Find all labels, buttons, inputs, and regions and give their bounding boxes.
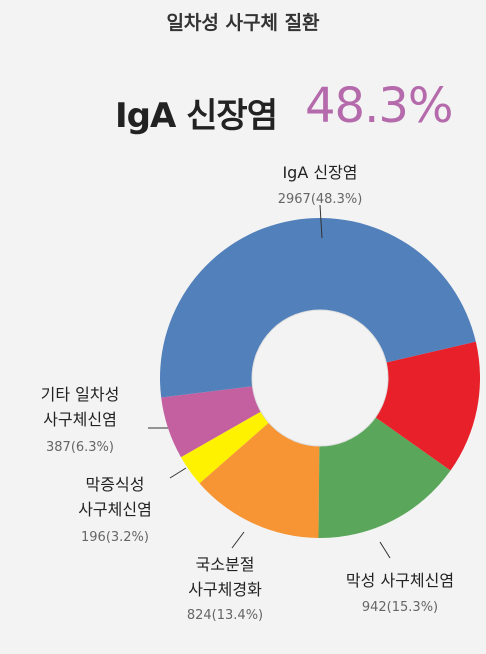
value-label: 387(6.3%) xyxy=(46,440,114,455)
leader-line xyxy=(379,541,391,559)
category-label: 막성 사구체신염 xyxy=(345,571,455,590)
donut-segment xyxy=(199,422,320,538)
leader-line xyxy=(169,467,187,479)
value-label: 2967(48.3%) xyxy=(277,192,363,207)
value-label: 824(13.4%) xyxy=(186,608,264,623)
category-label: 기타 일차성 사구체신염 xyxy=(40,385,120,429)
value-label: 196(3.2%) xyxy=(81,530,149,545)
donut-hole xyxy=(251,309,389,447)
donut-segment xyxy=(318,417,451,538)
chart-title: 일차성 사구체 질환 xyxy=(166,12,320,34)
donut-segment xyxy=(159,217,476,398)
leader-line xyxy=(231,531,245,549)
leader-line xyxy=(319,204,323,239)
category-label: IgA 신장염 xyxy=(282,163,358,182)
donut-segment xyxy=(375,341,480,471)
category-label: 막증식성 사구체신염 xyxy=(78,475,152,519)
donut-segment xyxy=(180,411,269,484)
headline-value: 48.3% xyxy=(305,78,453,134)
headline: IgA 신장염 xyxy=(115,96,278,136)
category-label: 국소분절 사구체경화 xyxy=(188,555,262,599)
value-label: 942(15.3%) xyxy=(361,600,439,615)
donut-segment xyxy=(161,386,261,458)
leader-lines xyxy=(148,204,391,559)
